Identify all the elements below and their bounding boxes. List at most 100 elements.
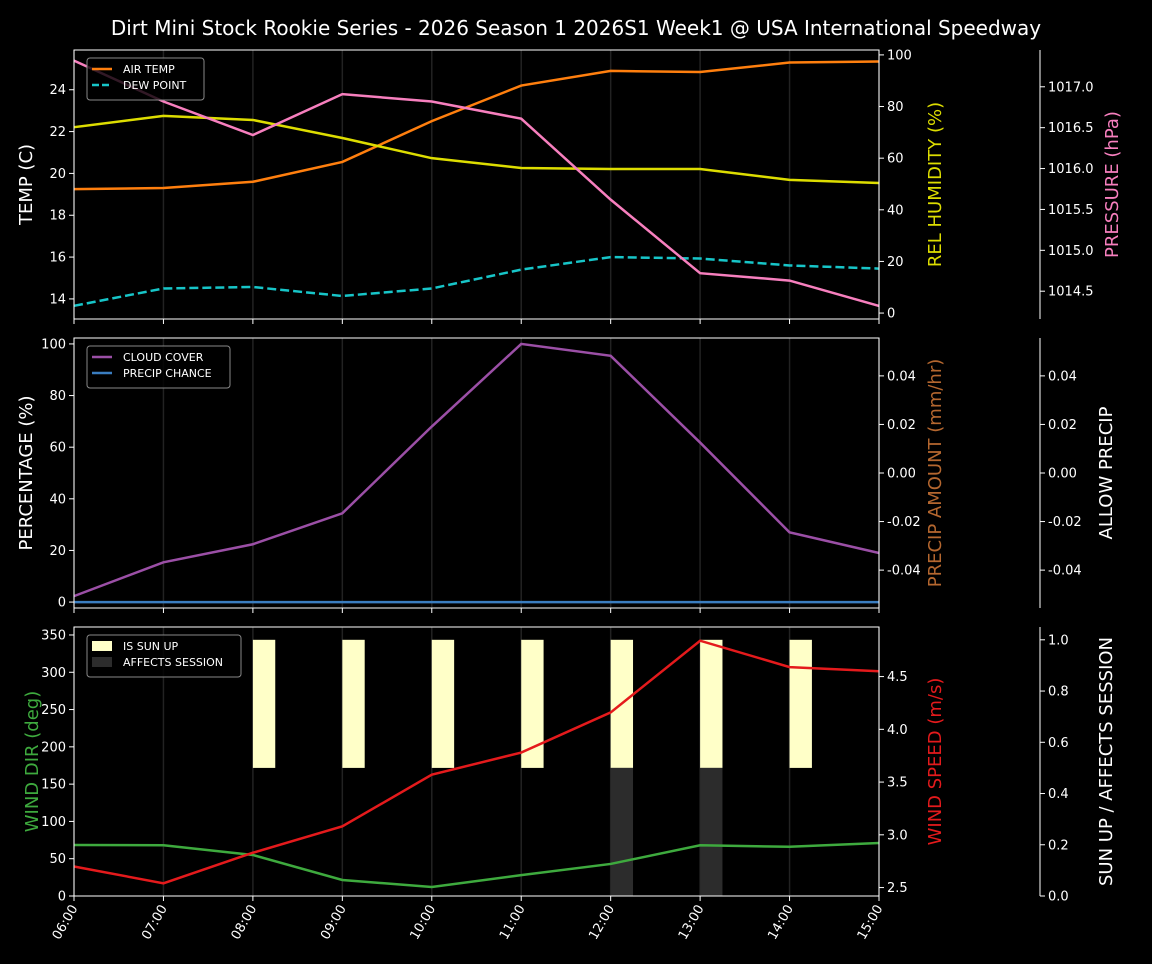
axis-label: TEMP (C) [16,144,37,226]
tick-label: 0.2 [1048,838,1069,853]
legend-label: CLOUD COVER [123,351,204,364]
tick-label: 0.00 [1048,467,1077,482]
tick-label: 1.0 [1048,633,1069,648]
x-tick-label: 12:00 [586,903,618,943]
tick-label: 100 [41,815,66,830]
tick-label: 1015.5 [1048,203,1094,218]
x-tick-label: 13:00 [676,903,708,943]
tick-label: 0.02 [1048,418,1077,433]
bar-affects-session [610,767,634,896]
tick-label: 18 [49,209,66,224]
x-tick-label: 09:00 [318,903,350,943]
tick-label: -0.04 [1048,564,1082,579]
tick-label: 0.04 [887,369,916,384]
x-tick-label: 07:00 [139,903,171,943]
plot-frame [73,49,880,320]
tick-label: 80 [887,100,904,115]
tick-label: 0.04 [1048,369,1077,384]
x-tick-label: 10:00 [408,903,440,943]
axis-label: SUN UP / AFFECTS SESSION [1096,637,1117,886]
tick-label: 150 [41,778,66,793]
tick-label: 300 [41,666,66,681]
bar-is-sun-up [342,639,365,768]
legend-label: IS SUN UP [123,640,179,653]
series-line-0 [73,841,880,889]
x-tick-label: 06:00 [50,903,82,943]
axis-label: WIND SPEED (m/s) [925,678,946,846]
tick-label: 100 [887,48,912,63]
legend-label: AFFECTS SESSION [123,656,223,669]
tick-label: 1016.0 [1048,162,1094,177]
legend-label: DEW POINT [123,79,187,92]
tick-label: 0 [58,890,66,905]
tick-label: 3.0 [887,828,908,843]
tick-label: 60 [887,152,904,167]
tick-label: 0 [58,596,66,611]
chart-title: Dirt Mini Stock Rookie Series - 2026 Sea… [111,16,1041,40]
tick-label: 1017.0 [1048,80,1094,95]
legend-box [86,57,205,101]
series-line-3 [73,59,880,308]
series-line-1 [73,639,880,885]
bar-affects-session [700,767,723,896]
tick-label: 50 [49,852,66,867]
x-tick-label: 08:00 [229,903,261,943]
bar-is-sun-up [521,639,544,768]
tick-label: 0.02 [887,418,916,433]
series-line-1 [73,255,880,308]
axis-label: PERCENTAGE (%) [16,395,37,550]
tick-label: 40 [49,492,66,507]
axis-label: WIND DIR (deg) [22,691,43,833]
tick-label: 4.0 [887,723,908,738]
legend-swatch [92,657,112,667]
tick-label: -0.02 [1048,515,1082,530]
axis-label: REL HUMIDITY (%) [925,102,946,267]
tick-label: 24 [49,83,66,98]
tick-label: 1016.5 [1048,121,1094,136]
bar-is-sun-up [252,639,276,768]
axis-label: PRESSURE (hPa) [1102,111,1123,258]
legend-box [86,345,231,389]
tick-label: 16 [49,251,66,266]
legend-label: AIR TEMP [123,63,175,76]
tick-label: 14 [49,292,66,307]
x-tick-label: 14:00 [765,903,797,943]
tick-label: 0.0 [1048,890,1069,905]
tick-label: 1014.5 [1048,285,1094,300]
tick-label: 250 [41,703,66,718]
tick-label: 60 [49,441,66,456]
tick-label: 0.8 [1048,685,1069,700]
axis-label: PRECIP AMOUNT (mm/hr) [925,359,946,588]
tick-label: -0.04 [887,564,921,579]
tick-label: 22 [49,125,66,140]
tick-label: 4.5 [887,670,908,685]
legend [86,345,231,389]
bar-is-sun-up [700,639,723,768]
tick-label: 20 [49,544,66,559]
tick-label: 200 [41,740,66,755]
tick-label: 20 [49,167,66,182]
legend-swatch [92,641,112,651]
x-tick-label: 15:00 [855,903,887,943]
tick-label: -0.02 [887,515,921,530]
tick-label: 0.6 [1048,736,1069,751]
legend [86,634,242,678]
tick-label: 350 [41,628,66,643]
series-line-2 [73,114,880,185]
tick-label: 1015.0 [1048,244,1094,259]
legend-label: PRECIP CHANCE [123,367,212,380]
tick-label: 0.4 [1048,787,1069,802]
tick-label: 20 [887,255,904,270]
series-line-0 [73,60,880,191]
bar-is-sun-up [431,639,455,768]
series-line-0 [73,342,880,598]
plot-frame [73,626,880,897]
tick-label: 40 [887,203,904,218]
axis-label: ALLOW PRECIP [1096,406,1117,539]
legend [86,57,205,101]
tick-label: 100 [41,337,66,352]
tick-label: 80 [49,389,66,404]
x-tick-label: 11:00 [497,903,529,943]
tick-label: 0.00 [887,467,916,482]
